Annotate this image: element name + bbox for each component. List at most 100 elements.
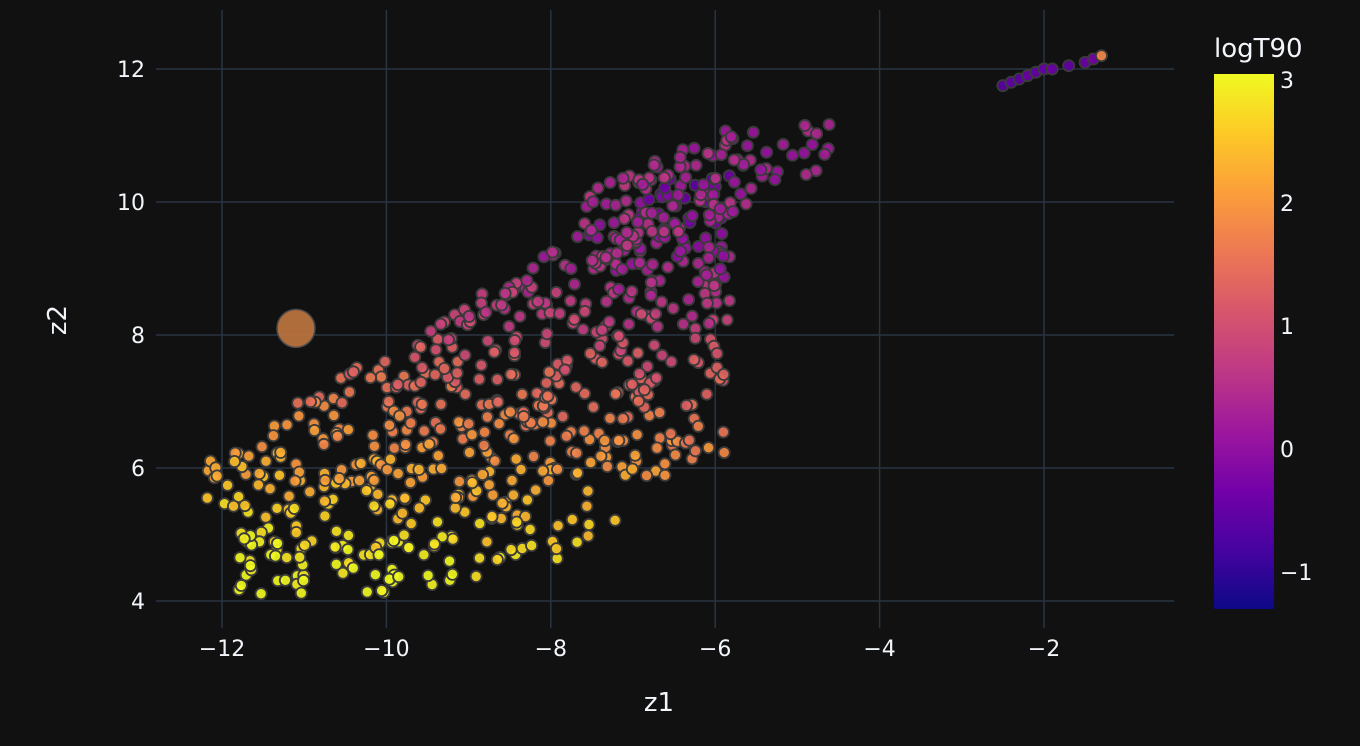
scatter-point [628, 448, 642, 462]
x-tick-label: −4 [863, 637, 895, 662]
scatter-point [612, 329, 626, 343]
scatter-point [668, 448, 682, 462]
scatter-point [505, 473, 519, 487]
scatter-point [577, 424, 591, 438]
scatter-point [435, 461, 449, 475]
scatter-point [600, 459, 614, 473]
scatter-point [691, 419, 705, 433]
scatter-point [546, 245, 560, 259]
scatter-point [633, 367, 647, 381]
scatter-point [317, 437, 331, 451]
scatter-point [504, 367, 518, 381]
scatter-point [435, 530, 449, 544]
scatter-point [268, 549, 282, 563]
scatter-point [798, 118, 812, 132]
scatter-point [647, 158, 661, 172]
scatter-point [393, 409, 407, 423]
scatter-point [649, 371, 663, 385]
scatter-point [558, 363, 572, 377]
scatter-point [391, 377, 405, 391]
scatter-point [307, 423, 321, 437]
scatter-point [335, 396, 349, 410]
scatter-point [591, 181, 605, 195]
axis-ticks: −12 −10 −8 −6 −4 −2 4 6 8 10 12 [117, 58, 1060, 662]
scatter-point [658, 457, 672, 471]
scatter-point [227, 454, 241, 468]
scatter-point [571, 230, 585, 244]
scatter-point [509, 452, 523, 466]
scatter-point [391, 467, 405, 481]
scatter-point [713, 202, 727, 216]
scatter-point [417, 548, 431, 562]
scatter-point [1062, 59, 1076, 73]
scatter-point [243, 559, 257, 573]
scatter-point [709, 171, 723, 185]
scatter-point [661, 260, 675, 274]
scatter-point [542, 365, 556, 379]
scatter-point [633, 256, 647, 270]
scatter-point [560, 429, 574, 443]
scatter-point [274, 445, 288, 459]
scatter-point [515, 387, 529, 401]
scatter-point [478, 425, 492, 439]
scatter-point [303, 395, 317, 409]
colorbar-title: logT90 [1214, 34, 1303, 64]
scatter-point [551, 519, 565, 533]
scatter-point [818, 147, 832, 161]
scatter-point [498, 286, 512, 300]
scatter-point [282, 489, 296, 503]
scatter-point [368, 568, 382, 582]
scatter-point [458, 387, 472, 401]
scatter-point [200, 491, 214, 505]
scatter-point [586, 400, 600, 414]
scatter-point [551, 462, 565, 476]
scatter-point [594, 449, 608, 463]
grid-lines [156, 10, 1174, 628]
scatter-point [374, 370, 388, 384]
scatter-point [679, 170, 693, 184]
scatter-point [272, 468, 286, 482]
scatter-point [541, 389, 555, 403]
scatter-point [399, 437, 413, 451]
scatter-point [367, 439, 381, 453]
scatter-point [570, 446, 584, 460]
scatter-point [671, 225, 685, 239]
scatter-point [414, 375, 428, 389]
scatter-point [568, 277, 582, 291]
scatter-point [490, 372, 504, 386]
scatter-point [488, 454, 502, 468]
scatter-point [415, 397, 429, 411]
scatter-point [352, 474, 366, 488]
scatter-point [502, 319, 516, 333]
scatter-point [520, 273, 534, 287]
scatter-point [620, 225, 634, 239]
scatter-point [697, 178, 711, 192]
scatter-point [491, 395, 505, 409]
scatter-point [383, 497, 397, 511]
scatter-point [380, 463, 394, 477]
scatter-point [280, 418, 294, 432]
scatter-point [462, 445, 476, 459]
scatter-point [603, 411, 617, 425]
scatter-point [495, 496, 509, 510]
scatter-point [797, 146, 811, 160]
scatter-point [472, 372, 486, 386]
scatter-point [702, 251, 716, 265]
scatter-point [734, 187, 748, 201]
scatter-point [615, 262, 629, 276]
scatter-point [567, 312, 581, 326]
scatter-point [341, 528, 355, 542]
scatter-point [397, 528, 411, 542]
y-tick-label: 4 [131, 590, 145, 615]
scatter-point [442, 554, 456, 568]
scatter-point [702, 441, 716, 455]
scatter-point [513, 309, 527, 323]
scatter-point [688, 331, 702, 345]
scatter-point [318, 473, 332, 487]
scatter-point [664, 355, 678, 369]
scatter-point [421, 569, 435, 583]
scatter-point [610, 246, 624, 260]
scatter-point [387, 534, 401, 548]
scatter-point [715, 227, 729, 241]
